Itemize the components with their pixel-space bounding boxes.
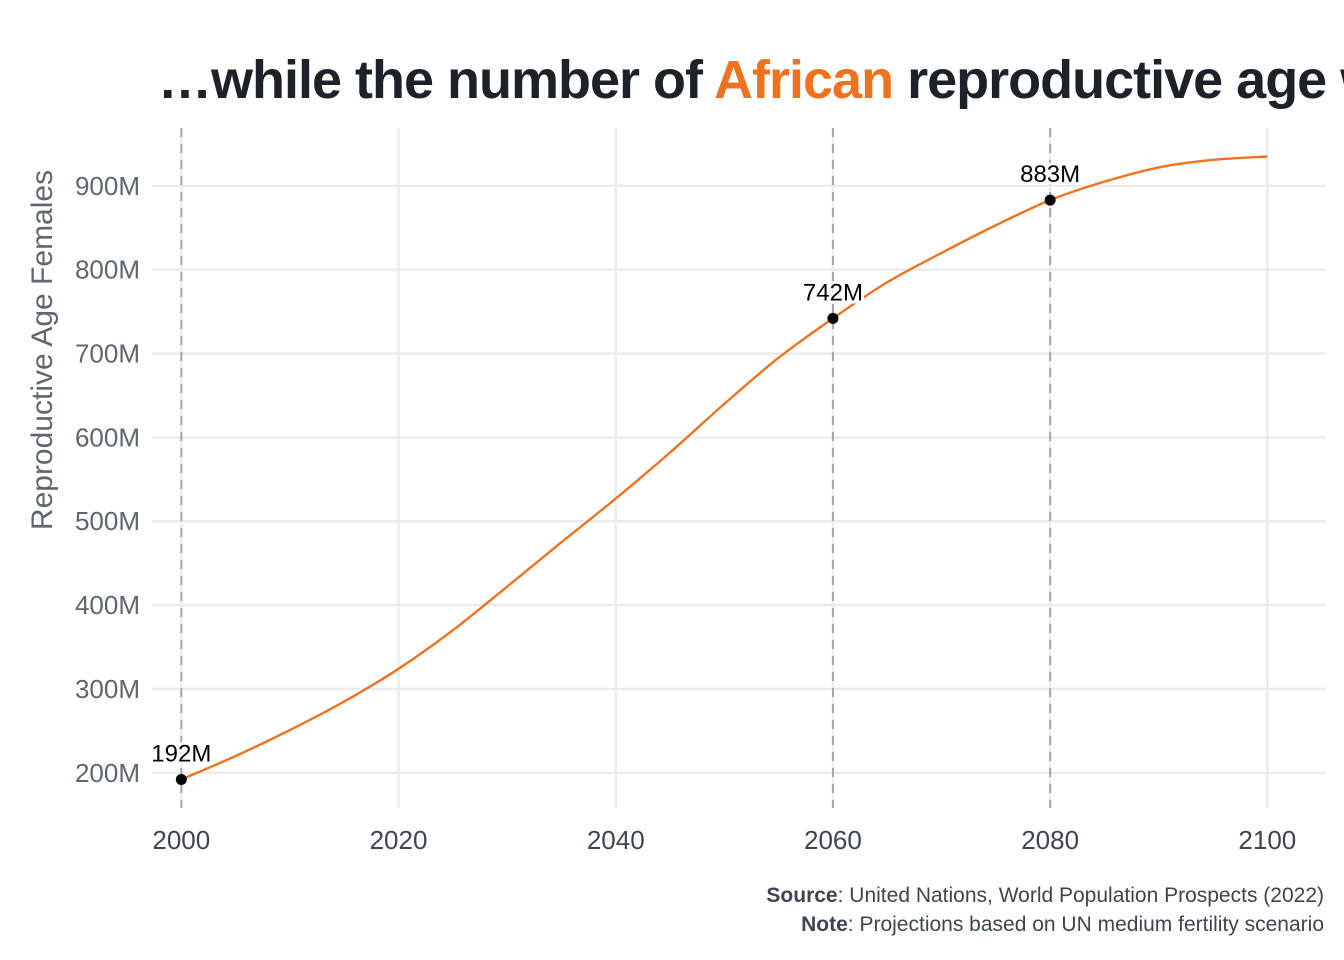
- data-label: 742M: [803, 279, 863, 306]
- y-tick-label: 500M: [75, 506, 140, 536]
- note-label: Note: [801, 913, 848, 936]
- data-label: 883M: [1020, 161, 1080, 188]
- y-tick-label: 200M: [75, 758, 140, 788]
- title-highlight: African: [714, 50, 894, 110]
- y-tick-label: 900M: [75, 171, 140, 201]
- data-point: [827, 312, 839, 324]
- x-tick-label: 2080: [1021, 825, 1079, 855]
- source-text: : United Nations, World Population Prosp…: [837, 884, 1324, 907]
- x-tick-label: 2040: [587, 825, 645, 855]
- title-prefix: …while the number of: [158, 50, 715, 110]
- y-axis-title: Reproductive Age Females: [26, 170, 59, 530]
- reference-lines: [180, 128, 1052, 808]
- y-tick-label: 600M: [75, 422, 140, 452]
- note-text: : Projections based on UN medium fertili…: [847, 913, 1324, 936]
- series-line: [180, 155, 1268, 781]
- series-layer: [180, 155, 1268, 781]
- y-tick-label: 700M: [75, 339, 140, 369]
- x-tick-label: 2100: [1238, 825, 1296, 855]
- tick-labels: 200M 300M 400M 500M 600M 700M 800M 900M 2000 2020…: [75, 171, 1296, 855]
- x-tick-label: 2020: [370, 825, 428, 855]
- source-caption: Source: United Nations, World Population…: [766, 884, 1324, 908]
- x-tick-label: 2060: [804, 825, 862, 855]
- chart-title: …while the number of African reproductiv…: [158, 40, 1344, 120]
- y-tick-label: 400M: [75, 590, 140, 620]
- x-tick-label: 2000: [152, 825, 210, 855]
- gridlines: [152, 128, 1326, 808]
- source-label: Source: [766, 884, 838, 907]
- data-point: [175, 773, 187, 785]
- annotation-points: 192M 742M 883M: [148, 158, 1083, 785]
- data-point: [1044, 194, 1056, 206]
- note-caption: Note: Projections based on UN medium fer…: [801, 913, 1324, 937]
- title-suffix: reproductive age women co: [907, 50, 1344, 110]
- y-tick-label: 300M: [75, 674, 140, 704]
- y-tick-label: 800M: [75, 255, 140, 285]
- data-label: 192M: [151, 740, 211, 767]
